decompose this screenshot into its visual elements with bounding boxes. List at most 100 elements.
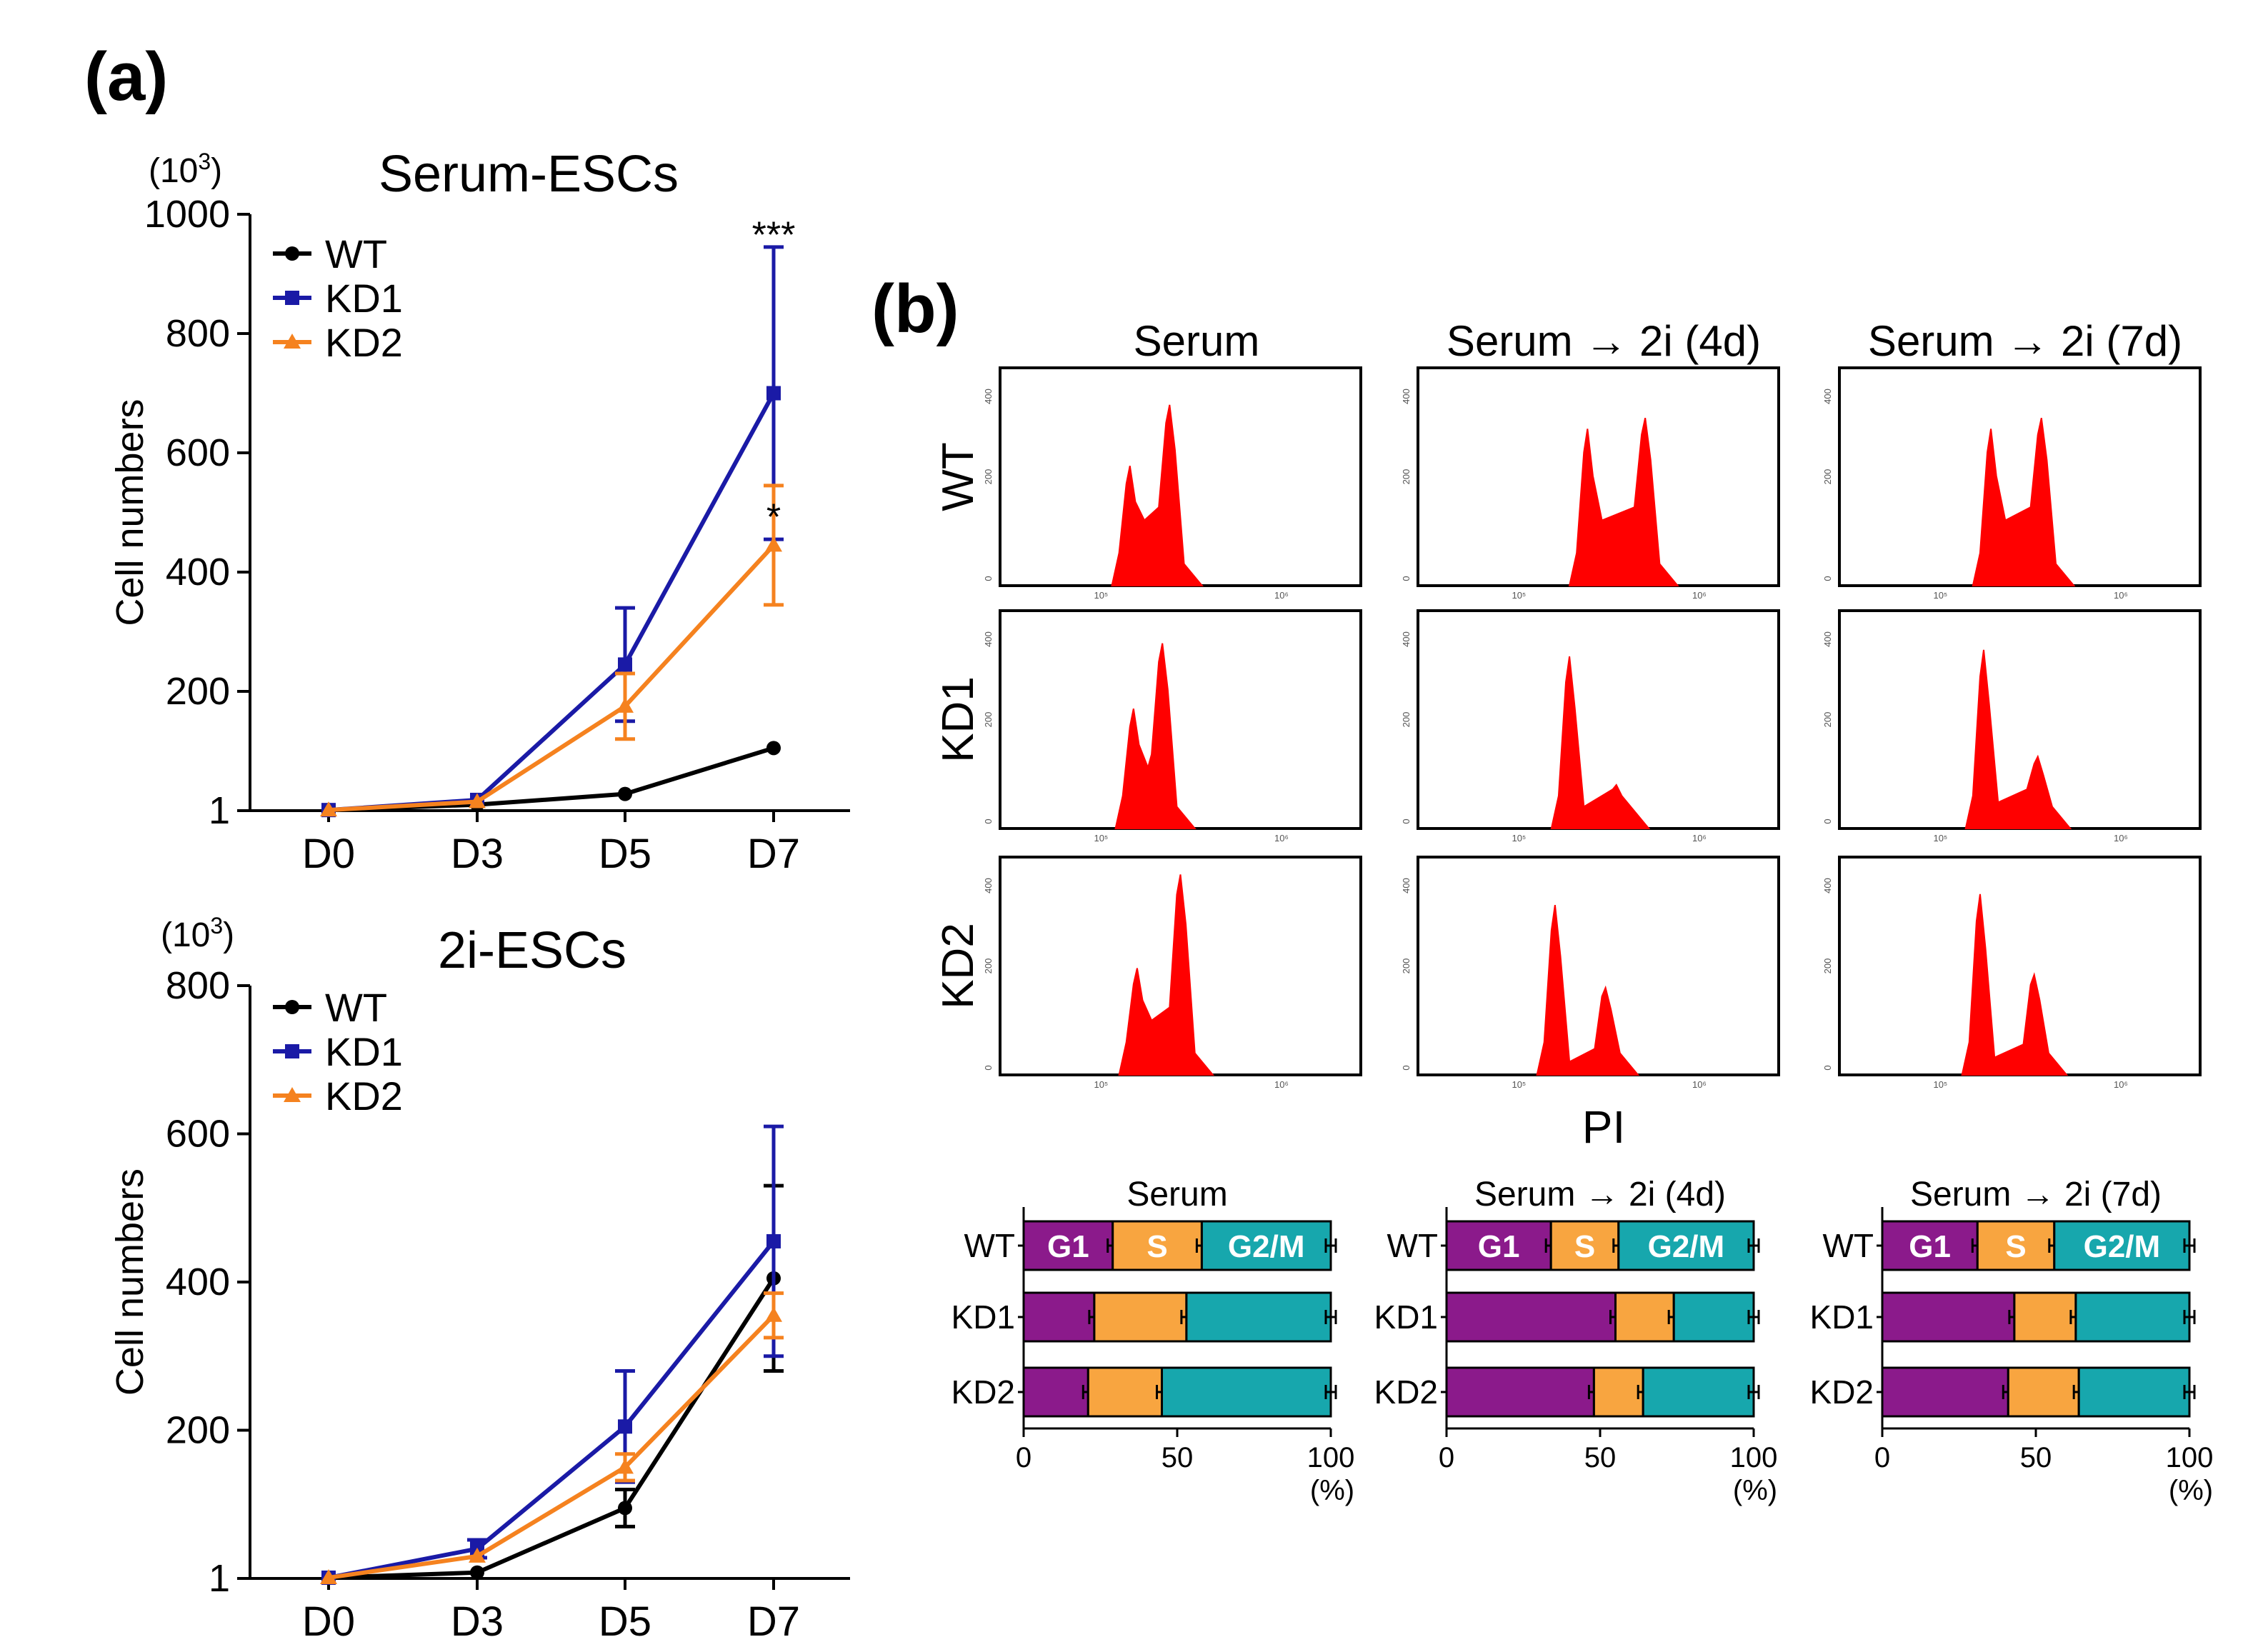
bar-row-label: KD1 (1810, 1298, 1874, 1336)
bar-x-tick-label: 100 (1730, 1442, 1778, 1473)
bar-segment-S (2007, 1366, 2080, 1418)
hist-y-tick: 400 (983, 631, 994, 647)
legend-marker-KD2 (284, 1087, 301, 1102)
significance-marker: *** (752, 215, 796, 256)
data-point-KD1 (618, 1419, 632, 1434)
hist-y-tick: 200 (1401, 958, 1412, 974)
hist-y-tick: 0 (983, 576, 994, 581)
legend-label-KD2: KD2 (325, 1073, 403, 1118)
bar-row-label: KD2 (951, 1373, 1015, 1411)
bar-segment-S (1093, 1291, 1188, 1343)
bar-row-label: KD2 (1810, 1373, 1874, 1411)
histogram-cell: 10⁵ 10⁶ 400 200 0 (1401, 856, 1780, 1090)
legend-marker-KD1 (285, 291, 299, 305)
hist-column-title: Serum → 2i (7d) (1868, 317, 2182, 365)
legend-marker-WT (285, 246, 299, 261)
hist-x-tick: 10⁶ (1274, 833, 1289, 843)
data-point-KD2 (616, 697, 634, 713)
y-tick-label: 800 (166, 312, 230, 355)
bar-segment-label-G2M: G2/M (1228, 1229, 1305, 1264)
hist-y-tick: 0 (983, 1065, 994, 1070)
bar-x-tick-label: 50 (1162, 1442, 1194, 1473)
hist-x-tick: 10⁶ (1274, 1079, 1289, 1090)
x-tick-label: D3 (451, 831, 504, 877)
hist-distribution (1961, 893, 2069, 1076)
y-tick-label: 600 (166, 431, 230, 474)
hist-x-tick: 10⁵ (1094, 1079, 1108, 1090)
cell-cycle-panel: Serum → 2i (4d) 0 50 100(%) WT G1 S G2/M KD1 KD2 (1374, 1176, 1778, 1506)
bar-segment-S (1592, 1366, 1644, 1418)
y-tick-label: 1 (209, 789, 230, 832)
data-point-KD1 (618, 657, 632, 672)
data-point-WT (618, 786, 632, 801)
bar-segment-S (1976, 1220, 2056, 1271)
significance-marker: * (766, 497, 781, 539)
hist-column-title: Serum → 2i (4d) (1447, 317, 1761, 365)
hist-frame (999, 609, 1362, 830)
hist-row-label: KD2 (934, 923, 983, 1009)
hist-y-tick: 200 (1401, 712, 1412, 728)
bar-x-unit: (%) (1310, 1475, 1354, 1506)
bar-x-tick-label: 0 (1016, 1442, 1031, 1473)
series-line-KD2 (328, 1313, 776, 1580)
y-unit-label: (103) (149, 149, 222, 190)
bar-segment-label-G2M: G2/M (2084, 1229, 2161, 1264)
data-point-WT (618, 1501, 632, 1516)
hist-y-tick: 0 (1822, 1065, 1833, 1070)
data-point-KD2 (616, 1458, 634, 1474)
x-tick-label: D7 (747, 831, 800, 877)
bar-segment-S (1614, 1291, 1675, 1343)
hist-y-tick: 0 (1401, 576, 1412, 581)
bar-segment-G2M (2074, 1291, 2191, 1343)
bar-x-tick-label: 100 (1307, 1442, 1355, 1473)
bar-x-tick-label: 50 (2020, 1442, 2052, 1473)
legend-marker-KD1 (285, 1044, 299, 1058)
bar-x-unit: (%) (2169, 1475, 2213, 1506)
bar-segment-S (2013, 1291, 2077, 1343)
hist-y-tick: 200 (983, 712, 994, 728)
data-point-KD2 (469, 1547, 486, 1563)
y-tick-label: 200 (166, 670, 230, 713)
bar-segment-G1 (1022, 1220, 1114, 1271)
legend-label-KD2: KD2 (325, 320, 403, 365)
bar-segment-G2M (2077, 1366, 2191, 1418)
bar-segment-S (1086, 1366, 1164, 1418)
hist-y-tick: 400 (1401, 878, 1412, 893)
hist-y-tick: 400 (1401, 631, 1412, 647)
x-tick-label: D0 (302, 831, 355, 877)
hist-x-tick: 10⁵ (1933, 833, 1947, 843)
bar-segment-G1 (1881, 1366, 2009, 1418)
hist-y-tick: 400 (983, 878, 994, 893)
bar-segment-label-G1: G1 (1047, 1229, 1089, 1264)
hist-column-title: Serum (1134, 317, 1260, 365)
histogram-cell: 10⁵ 10⁶ 400 200 0 (1822, 856, 2202, 1090)
histogram-cell: 10⁵ 10⁶ 400 200 0 (983, 856, 1362, 1090)
hist-x-axis-label: PI (1582, 1101, 1625, 1153)
y-tick-label: 200 (166, 1409, 230, 1452)
histogram-cell: 10⁵ 10⁶ 400 200 0 (1401, 609, 1780, 843)
x-tick-label: D3 (451, 1598, 504, 1645)
bar-panel-title: Serum → 2i (4d) (1474, 1176, 1726, 1213)
hist-y-tick: 200 (1822, 469, 1833, 485)
chart-title: 2i-ESCs (438, 922, 626, 979)
bar-segment-G1 (1445, 1291, 1617, 1343)
data-point-KD1 (766, 386, 781, 401)
bar-segment-G1 (1445, 1220, 1552, 1271)
hist-y-tick: 0 (1401, 1065, 1412, 1070)
bar-segment-G2M (1672, 1291, 1755, 1343)
hist-x-tick: 10⁶ (2114, 590, 2128, 601)
hist-x-tick: 10⁶ (1274, 590, 1289, 601)
y-tick-label: 400 (166, 551, 230, 594)
hist-y-tick: 400 (1822, 389, 1833, 404)
x-tick-label: D5 (599, 831, 651, 877)
x-tick-label: D5 (599, 1598, 651, 1645)
series-line-KD1 (328, 392, 776, 813)
histogram-cell: 10⁵ 10⁶ 400 200 0 (1822, 366, 2202, 601)
legend-marker-KD2 (284, 334, 301, 349)
y-tick-label: 600 (166, 1113, 230, 1156)
hist-y-tick: 400 (1822, 878, 1833, 893)
bar-panel-title: Serum → 2i (7d) (1910, 1176, 2162, 1213)
pi-histogram-grid: Serum Serum → 2i (4d) Serum → 2i (7d) WT KD1… (934, 317, 2202, 1153)
histogram-cell: 10⁵ 10⁶ 400 200 0 (983, 366, 1362, 601)
